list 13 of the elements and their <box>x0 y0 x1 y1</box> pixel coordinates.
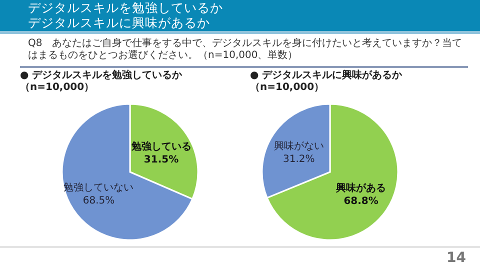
text: Q8 あなたはご自身で仕事をする中で、デジタルスキルを身に付けたいと考えていますか？当てはまるものをひとつお選びください。（n=10,000、単数） <box>28 38 464 62</box>
chart-title: ● デジタルスキルに興味があるか（n=10,000） <box>250 70 404 94</box>
chart-title: ● デジタルスキルを勉強しているか（n=10,000） <box>20 70 184 94</box>
text: デジタルスキルを勉強しているか <box>28 0 224 16</box>
data-label: 31.5% <box>144 154 179 166</box>
data-label: 31.2% <box>283 154 315 166</box>
text: 14 <box>446 250 466 266</box>
data-label: 68.5% <box>82 196 115 207</box>
text: デジタルスキルに興味があるか <box>28 14 211 30</box>
slice-label: 興味がない <box>274 140 324 152</box>
slice-label: 興味がある <box>335 182 386 194</box>
data-label: 68.8% <box>344 196 378 207</box>
slice-label: 勉強している <box>130 140 192 152</box>
